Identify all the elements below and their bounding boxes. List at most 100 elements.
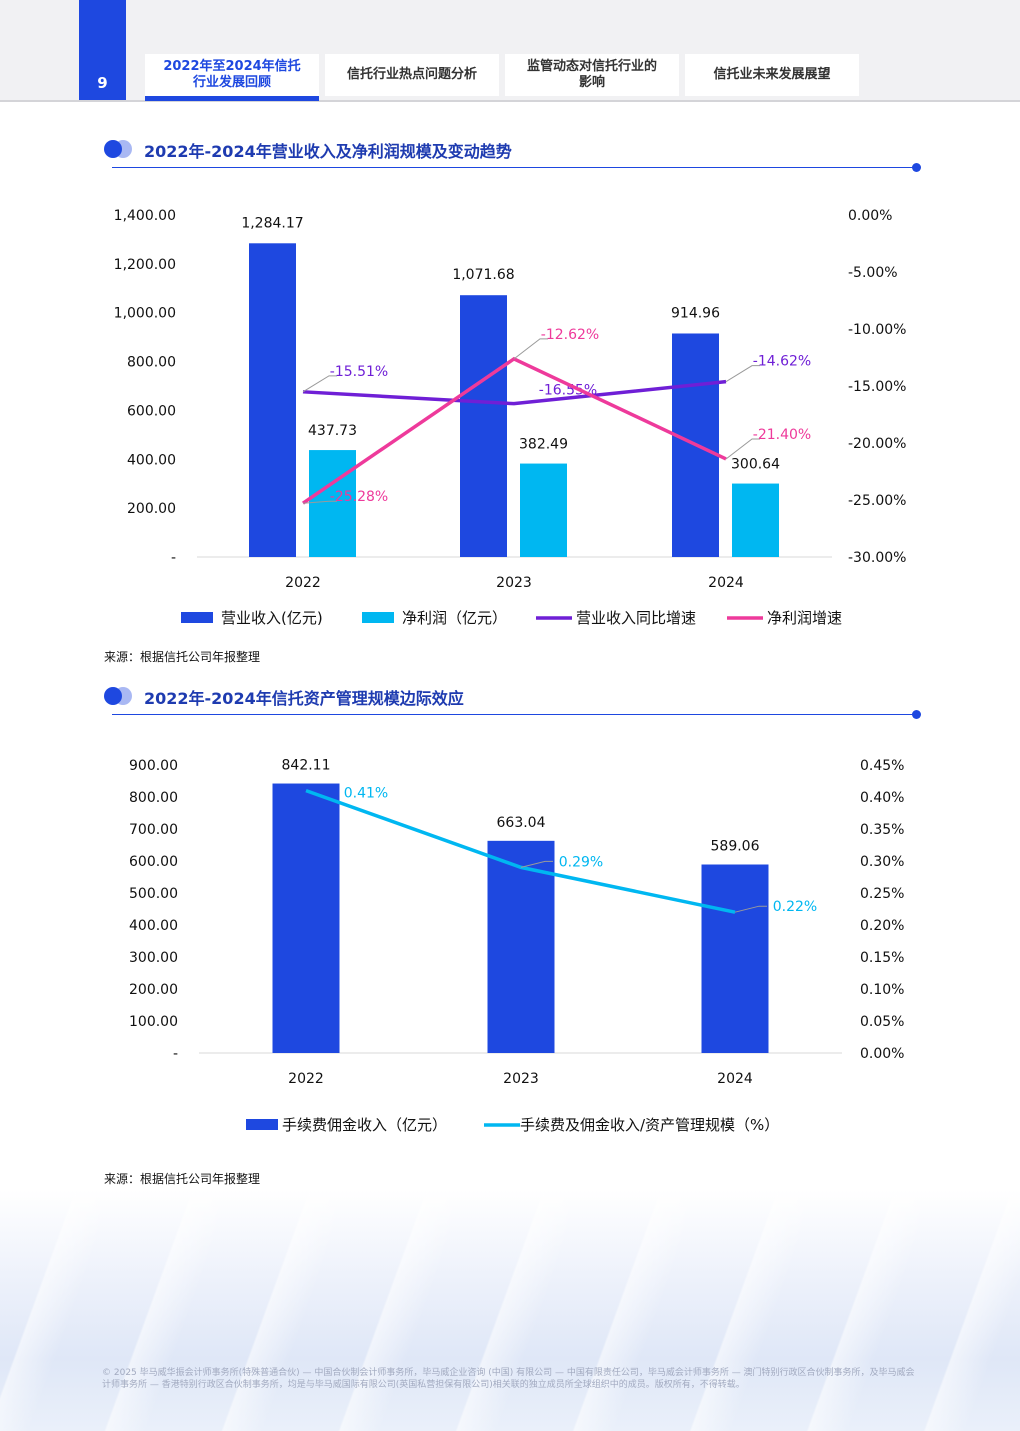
right-axis-tick-label: 0.00%	[848, 208, 892, 224]
x-axis-tick-label: 2024	[717, 1071, 753, 1087]
right-axis-tick-label: -20.00%	[848, 436, 906, 452]
commission-ratio-label: 0.29%	[559, 854, 603, 870]
data-label-leader	[302, 500, 337, 504]
x-axis-tick-label: 2023	[496, 575, 532, 591]
profit-growth-label: -25.28%	[330, 489, 388, 505]
x-axis-tick-label: 2022	[285, 575, 321, 591]
right-axis-tick-label: 0.40%	[860, 790, 904, 806]
asset-margin-chart: - 100.00 200.00 300.00 400.00 500.00 600.00 700…	[129, 758, 904, 1134]
net-profit-bar	[520, 463, 567, 557]
left-axis-tick-label: 600.00	[129, 854, 178, 870]
right-axis-tick-label: 0.35%	[860, 822, 904, 838]
commission-income-bar	[272, 783, 340, 1053]
left-axis-tick-label: 500.00	[129, 886, 178, 902]
commission-income-label: 589.06	[711, 839, 760, 855]
right-axis-tick-label: -10.00%	[848, 322, 906, 338]
net-profit-bar-label: 382.49	[519, 437, 568, 453]
legend-swatch	[362, 612, 394, 623]
section-title: 2022年-2024年信托资产管理规模边际效应	[144, 689, 464, 708]
data-label-leader	[513, 338, 548, 360]
chart-source-note: 来源：根据信托公司年报整理	[104, 650, 261, 664]
tab-regulatory-impact[interactable]: 监管动态对信托行业的影响	[505, 54, 679, 96]
data-label-leader	[520, 860, 553, 868]
left-axis-tick-label: 200.00	[127, 501, 176, 517]
left-axis-tick-label: 100.00	[129, 1014, 178, 1030]
divider-end-dot	[912, 163, 921, 172]
revenue-growth-label: -14.62%	[753, 354, 811, 370]
heading-divider	[112, 714, 917, 715]
legend-label: 手续费佣金收入（亿元）	[282, 1116, 447, 1134]
legend-swatch	[181, 612, 213, 623]
left-axis-tick-label: 700.00	[129, 822, 178, 838]
left-axis-tick-label: 900.00	[129, 758, 178, 774]
net-profit-bar-label: 300.64	[731, 457, 780, 473]
legend-label: 净利润（亿元）	[402, 609, 507, 627]
right-axis-tick-label: 0.05%	[860, 1014, 904, 1030]
x-axis-tick-label: 2023	[503, 1071, 539, 1087]
left-axis-tick-label: -	[171, 550, 176, 566]
right-axis-tick-label: 0.25%	[860, 886, 904, 902]
section-heading-revenue-profit: 2022年-2024年营业收入及净利润规模及变动趋势	[104, 138, 924, 178]
revenue-bar	[460, 295, 507, 557]
right-axis-tick-label: -30.00%	[848, 550, 906, 566]
data-label-leader	[734, 905, 767, 913]
commission-income-label: 842.11	[282, 758, 331, 774]
left-axis-tick-label: 400.00	[127, 452, 176, 468]
right-axis-tick-label: 0.15%	[860, 950, 904, 966]
tab-hot-issues[interactable]: 信托行业热点问题分析	[325, 54, 499, 96]
left-axis-tick-label: 600.00	[127, 403, 176, 419]
right-axis-tick-label: 0.00%	[860, 1046, 904, 1062]
net-profit-bar	[732, 483, 779, 557]
left-axis-tick-label: 400.00	[129, 918, 178, 934]
section-heading-asset-margin: 2022年-2024年信托资产管理规模边际效应	[104, 685, 924, 725]
legend-label: 营业收入同比增速	[576, 609, 696, 627]
divider-end-dot	[912, 710, 921, 719]
x-axis-tick-label: 2022	[288, 1071, 324, 1087]
chart-source-note: 来源：根据信托公司年报整理	[104, 1172, 261, 1186]
legend-swatch	[246, 1119, 278, 1130]
revenue-growth-label: -16.55%	[539, 383, 597, 399]
left-axis-tick-label: 300.00	[129, 950, 178, 966]
heading-divider	[112, 167, 917, 168]
left-axis-tick-label: 800.00	[129, 790, 178, 806]
section-title: 2022年-2024年营业收入及净利润规模及变动趋势	[144, 142, 512, 161]
revenue-profit-chart: - 200.00 400.00 600.00 800.00 1,000.00 1,200.0…	[114, 208, 907, 627]
right-axis-tick-label: 0.30%	[860, 854, 904, 870]
left-axis-tick-label: 1,000.00	[114, 306, 176, 322]
legend-label: 净利润增速	[767, 609, 842, 627]
right-axis-tick-label: -5.00%	[848, 265, 898, 281]
heading-bullet-icon	[104, 687, 122, 705]
data-label-leader	[725, 365, 760, 383]
top-navigation-bar: 9 2022年至2024年信托行业发展回顾 信托行业热点问题分析 监管动态对信托…	[0, 0, 1020, 102]
x-axis-tick-label: 2024	[708, 575, 744, 591]
left-axis-tick-label: 1,200.00	[114, 257, 176, 273]
revenue-bar-label: 1,071.68	[452, 267, 514, 283]
net-profit-bar-label: 437.73	[308, 423, 357, 439]
left-axis-tick-label: 1,400.00	[114, 208, 176, 224]
legend-label: 营业收入(亿元)	[221, 609, 323, 627]
page-number: 9	[79, 0, 126, 100]
legend-label: 手续费及佣金收入/资产管理规模（%）	[520, 1116, 779, 1134]
revenue-bar	[249, 243, 296, 558]
profit-growth-line	[302, 356, 727, 505]
commission-income-bar	[487, 840, 555, 1053]
right-axis-tick-label: -15.00%	[848, 379, 906, 395]
profit-growth-label: -21.40%	[753, 427, 811, 443]
net-profit-bar	[309, 450, 356, 557]
commission-ratio-label: 0.41%	[344, 786, 388, 802]
left-axis-tick-label: -	[173, 1046, 178, 1062]
copyright-footer: © 2025 毕马威华振会计师事务所(特殊普通合伙) — 中国合伙制会计师事务所…	[102, 1368, 915, 1390]
revenue-bar-label: 914.96	[671, 305, 720, 321]
left-axis-tick-label: 200.00	[129, 982, 178, 998]
revenue-bar-label: 1,284.17	[241, 215, 303, 231]
right-axis-tick-label: 0.45%	[860, 758, 904, 774]
data-label-leader	[725, 438, 760, 460]
right-axis-tick-label: 0.10%	[860, 982, 904, 998]
heading-bullet-icon	[104, 140, 122, 158]
commission-income-label: 663.04	[497, 815, 546, 831]
tab-future-outlook[interactable]: 信托业未来发展展望	[685, 54, 859, 96]
commission-ratio-label: 0.22%	[773, 899, 817, 915]
profit-growth-label: -12.62%	[541, 327, 599, 343]
data-label-leader	[302, 375, 337, 393]
tab-industry-review[interactable]: 2022年至2024年信托行业发展回顾	[145, 54, 319, 101]
